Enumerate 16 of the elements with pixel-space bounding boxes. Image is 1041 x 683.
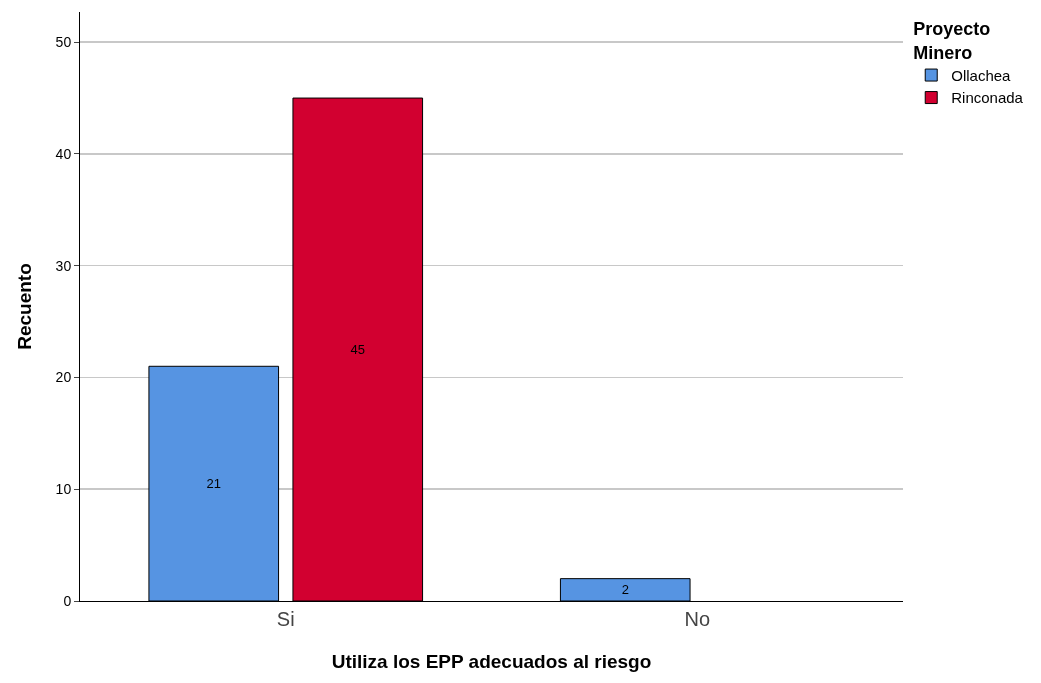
x-tick-label: No [684, 608, 711, 630]
y-tick-label: 20 [55, 369, 72, 386]
data-label: 21 [206, 476, 221, 492]
y-axis-title: Recuento [14, 263, 36, 350]
legend-title: Proyecto Minero [913, 19, 991, 63]
y-tick-label: 50 [55, 34, 72, 51]
x-axis-title: Utiliza los EPP adecuados al riesgo [331, 650, 652, 672]
data-label: 45 [350, 342, 365, 358]
legend-label: Rinconada [951, 89, 1024, 107]
y-tick-label: 30 [55, 257, 72, 274]
x-tick-label: Si [276, 608, 295, 630]
y-tick-label: 0 [63, 592, 72, 609]
legend-label: Ollachea [951, 66, 1012, 84]
data-label: 2 [621, 582, 629, 598]
y-tick-label: 10 [55, 481, 72, 498]
y-tick-label: 40 [55, 145, 72, 162]
